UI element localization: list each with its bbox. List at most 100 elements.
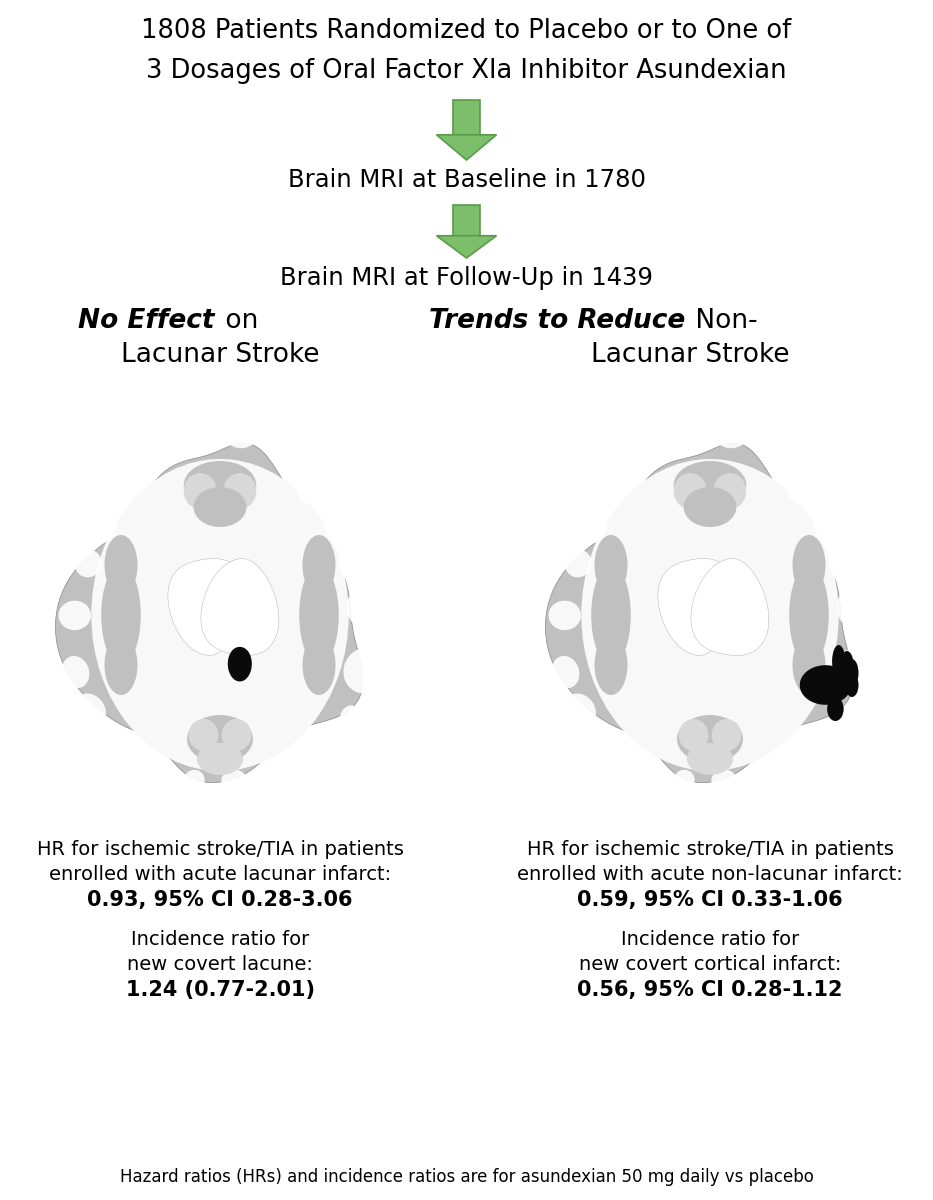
Ellipse shape — [845, 673, 858, 697]
Ellipse shape — [340, 706, 358, 726]
Ellipse shape — [687, 743, 733, 775]
Text: Lacunar Stroke: Lacunar Stroke — [591, 342, 789, 368]
Text: Trends to Reduce: Trends to Reduce — [429, 308, 685, 334]
Text: 0.93, 95% CI 0.28-3.06: 0.93, 95% CI 0.28-3.06 — [88, 890, 353, 910]
FancyBboxPatch shape — [453, 100, 480, 134]
Ellipse shape — [592, 565, 631, 665]
Ellipse shape — [184, 461, 257, 509]
Text: 1.24 (0.77-2.01): 1.24 (0.77-2.01) — [126, 980, 314, 1000]
Ellipse shape — [146, 433, 177, 468]
Ellipse shape — [101, 565, 141, 665]
Ellipse shape — [678, 719, 708, 751]
Ellipse shape — [815, 515, 842, 550]
Ellipse shape — [677, 715, 743, 763]
Text: 0.56, 95% CI 0.28-1.12: 0.56, 95% CI 0.28-1.12 — [578, 980, 842, 1000]
Ellipse shape — [271, 763, 291, 781]
Ellipse shape — [713, 415, 749, 449]
Ellipse shape — [194, 487, 246, 527]
Ellipse shape — [551, 656, 579, 688]
Ellipse shape — [174, 416, 213, 450]
Ellipse shape — [221, 769, 246, 792]
Text: HR for ischemic stroke/TIA in patients: HR for ischemic stroke/TIA in patients — [526, 840, 894, 859]
Ellipse shape — [116, 470, 144, 498]
Ellipse shape — [72, 694, 106, 730]
Ellipse shape — [346, 588, 382, 628]
Text: Incidence ratio for: Incidence ratio for — [620, 930, 800, 949]
Ellipse shape — [711, 769, 737, 792]
Ellipse shape — [674, 473, 706, 509]
Ellipse shape — [188, 719, 218, 751]
Ellipse shape — [104, 535, 137, 595]
Ellipse shape — [684, 487, 736, 527]
Ellipse shape — [579, 514, 606, 544]
Ellipse shape — [297, 472, 331, 506]
Text: enrolled with acute lacunar infarct:: enrolled with acute lacunar infarct: — [49, 865, 391, 884]
Ellipse shape — [339, 547, 366, 582]
Ellipse shape — [832, 646, 845, 677]
Text: Hazard ratios (HRs) and incidence ratios are for asundexian 50 mg daily vs place: Hazard ratios (HRs) and incidence ratios… — [119, 1168, 814, 1186]
Ellipse shape — [222, 415, 258, 449]
Ellipse shape — [62, 656, 90, 688]
Ellipse shape — [841, 650, 854, 679]
Ellipse shape — [829, 547, 856, 582]
Ellipse shape — [787, 472, 821, 506]
Ellipse shape — [712, 719, 742, 751]
Ellipse shape — [714, 473, 746, 509]
Ellipse shape — [788, 732, 828, 772]
Text: on: on — [217, 308, 258, 334]
Ellipse shape — [581, 458, 839, 770]
Ellipse shape — [184, 473, 216, 509]
Ellipse shape — [760, 763, 781, 781]
Ellipse shape — [632, 758, 657, 782]
Ellipse shape — [325, 515, 353, 550]
FancyBboxPatch shape — [207, 595, 233, 601]
Ellipse shape — [595, 737, 618, 758]
Ellipse shape — [299, 732, 338, 772]
Ellipse shape — [302, 535, 336, 595]
Ellipse shape — [594, 535, 628, 595]
Ellipse shape — [197, 743, 244, 775]
Text: new covert lacune:: new covert lacune: — [127, 955, 313, 974]
Text: HR for ischemic stroke/TIA in patients: HR for ischemic stroke/TIA in patients — [36, 840, 403, 859]
Ellipse shape — [664, 416, 703, 450]
Ellipse shape — [635, 433, 667, 468]
Ellipse shape — [90, 514, 117, 544]
Ellipse shape — [674, 461, 746, 509]
Ellipse shape — [302, 635, 336, 695]
Ellipse shape — [105, 737, 128, 758]
Polygon shape — [201, 558, 279, 655]
Ellipse shape — [792, 535, 826, 595]
Ellipse shape — [142, 758, 167, 782]
Polygon shape — [690, 558, 769, 655]
Polygon shape — [437, 134, 496, 160]
Ellipse shape — [271, 444, 289, 458]
Polygon shape — [228, 647, 252, 682]
Ellipse shape — [223, 473, 257, 509]
Polygon shape — [55, 443, 363, 782]
Ellipse shape — [760, 444, 780, 458]
Ellipse shape — [210, 599, 230, 614]
Polygon shape — [658, 558, 736, 655]
Ellipse shape — [562, 694, 596, 730]
Text: No Effect: No Effect — [78, 308, 215, 334]
Ellipse shape — [299, 565, 339, 665]
FancyBboxPatch shape — [697, 595, 723, 601]
Polygon shape — [546, 443, 853, 782]
Ellipse shape — [75, 550, 102, 577]
Text: Incidence ratio for: Incidence ratio for — [131, 930, 309, 949]
Ellipse shape — [549, 601, 581, 630]
Text: 1808 Patients Randomized to Placebo or to One of: 1808 Patients Randomized to Placebo or t… — [142, 18, 791, 44]
Ellipse shape — [830, 706, 848, 726]
Ellipse shape — [828, 697, 843, 721]
Ellipse shape — [184, 769, 204, 790]
Text: Brain MRI at Baseline in 1780: Brain MRI at Baseline in 1780 — [287, 168, 646, 192]
Ellipse shape — [606, 470, 634, 498]
Text: 3 Dosages of Oral Factor XIa Inhibitor Asundexian: 3 Dosages of Oral Factor XIa Inhibitor A… — [146, 58, 787, 84]
Ellipse shape — [833, 648, 876, 694]
Text: Non-: Non- — [687, 308, 758, 334]
Ellipse shape — [789, 565, 829, 665]
Text: enrolled with acute non-lacunar infarct:: enrolled with acute non-lacunar infarct: — [517, 865, 903, 884]
Ellipse shape — [837, 588, 871, 628]
Ellipse shape — [700, 599, 720, 614]
Ellipse shape — [675, 769, 695, 790]
